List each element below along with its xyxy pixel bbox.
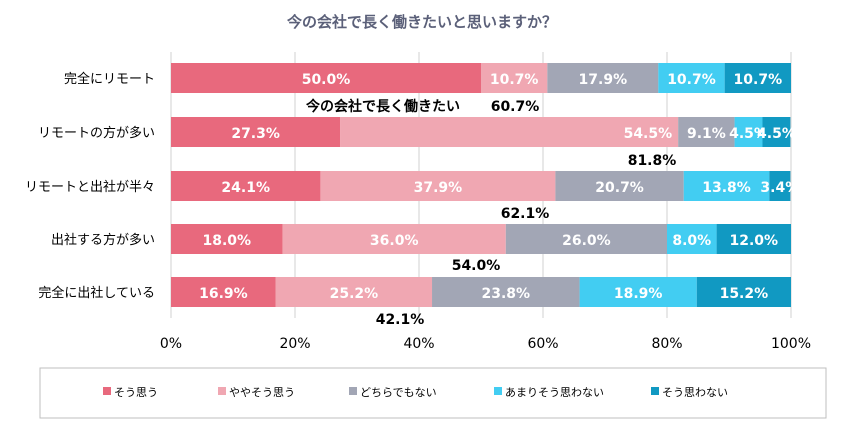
x-tick-label: 40% xyxy=(403,336,434,352)
bar-value-label: 4.5% xyxy=(729,126,768,142)
category-label: 完全に出社している xyxy=(38,285,155,301)
bar-segment xyxy=(432,277,580,307)
bar-value-label: 8.0% xyxy=(672,233,711,249)
bar-value-label: 27.3% xyxy=(231,126,280,142)
bar-segment xyxy=(481,63,548,93)
bar-segment xyxy=(696,277,791,307)
bar-segment xyxy=(171,171,321,201)
bar-segment xyxy=(724,63,791,93)
legend-swatch xyxy=(218,387,226,395)
bar-segment xyxy=(171,277,276,307)
bar-segment xyxy=(716,224,791,254)
bar-segment xyxy=(320,171,556,201)
legend-swatch xyxy=(651,387,659,395)
bar-value-label: 4.5% xyxy=(757,126,796,142)
bar-value-label: 15.2% xyxy=(720,286,769,302)
bar-segment xyxy=(734,117,763,147)
total-label: 62.1% xyxy=(501,206,550,222)
bar-value-label: 16.9% xyxy=(199,286,248,302)
category-label: リモートの方が多い xyxy=(38,125,155,141)
bar-value-label: 50.0% xyxy=(302,72,351,88)
bar-value-label: 18.0% xyxy=(203,233,252,249)
annotation-label: 今の会社で長く働きたい xyxy=(305,98,460,115)
category-label: 出社する方が多い xyxy=(51,232,155,248)
x-axis-ticks: 0% 20% 40% 60% 80% 100% xyxy=(160,336,811,352)
bar-value-label: 17.9% xyxy=(579,72,628,88)
legend-swatch xyxy=(494,387,502,395)
x-tick-label: 0% xyxy=(160,336,182,352)
category-labels: 完全にリモートリモートの方が多いリモートと出社が半々出社する方が多い完全に出社し… xyxy=(25,71,155,301)
legend-swatch xyxy=(349,387,357,395)
bar-value-label: 37.9% xyxy=(414,180,463,196)
bar-segment xyxy=(340,117,679,147)
bar-segment xyxy=(282,224,506,254)
bar-segment xyxy=(547,63,659,93)
legend: そう思う ややそう思う どちらでもない あまりそう思わない そう思わない xyxy=(39,367,827,419)
bar-value-label: 10.7% xyxy=(734,72,783,88)
bar-value-label: 13.8% xyxy=(702,180,751,196)
legend-label: ややそう思う xyxy=(229,386,295,399)
bar-segment xyxy=(678,117,735,147)
category-label: リモートと出社が半々 xyxy=(25,179,155,195)
bar-segment xyxy=(171,224,283,254)
bar-segments: 50.0% 10.7% 17.9% 10.7% 10.7%27.3% 54.5% 9.1% 4… xyxy=(171,63,799,307)
bar-value-label: 54.5% xyxy=(624,126,673,142)
bar-segment xyxy=(171,117,341,147)
category-label: 完全にリモート xyxy=(64,71,155,87)
legend-swatch xyxy=(103,387,111,395)
bar-segment xyxy=(762,117,791,147)
legend-box xyxy=(39,367,827,419)
bar-segment xyxy=(683,171,770,201)
bar-value-label: 23.8% xyxy=(482,286,531,302)
legend-label: どちらでもない xyxy=(360,386,437,399)
bar-segment xyxy=(171,63,481,93)
bar-segment xyxy=(555,171,684,201)
total-label: 54.0% xyxy=(452,258,501,274)
x-tick-label: 20% xyxy=(279,336,310,352)
bar-value-label: 18.9% xyxy=(614,286,663,302)
total-label: 42.1% xyxy=(376,312,425,328)
bar-segment xyxy=(275,277,433,307)
legend-label: そう思わない xyxy=(662,386,728,399)
bar-segment xyxy=(658,63,725,93)
bar-value-label: 24.1% xyxy=(221,180,270,196)
bar-segment xyxy=(769,171,791,201)
bar-value-label: 20.7% xyxy=(595,180,644,196)
bar-segment xyxy=(667,224,717,254)
bar-value-label: 26.0% xyxy=(562,233,611,249)
bar-value-label: 12.0% xyxy=(730,233,779,249)
bar-segment xyxy=(505,224,667,254)
legend-label: あまりそう思わない xyxy=(505,386,604,399)
bar-value-label: 10.7% xyxy=(667,72,716,88)
x-tick-label: 100% xyxy=(771,336,811,352)
total-label: 81.8% xyxy=(628,153,677,169)
bar-value-label: 10.7% xyxy=(490,72,539,88)
legend-label: そう思う xyxy=(114,386,158,399)
chart-title: 今の会社で長く働きたいと思いますか？ xyxy=(286,13,557,31)
bar-value-label: 25.2% xyxy=(330,286,379,302)
bar-value-label: 9.1% xyxy=(687,126,726,142)
x-tick-label: 60% xyxy=(527,336,558,352)
bar-value-label: 3.4% xyxy=(760,180,799,196)
total-label: 60.7% xyxy=(491,99,540,115)
bar-value-label: 36.0% xyxy=(370,233,419,249)
total-labels: 60.7% 81.8% 62.1% 54.0% 42.1% xyxy=(376,99,677,328)
bar-segment xyxy=(579,277,697,307)
x-tick-label: 80% xyxy=(651,336,682,352)
